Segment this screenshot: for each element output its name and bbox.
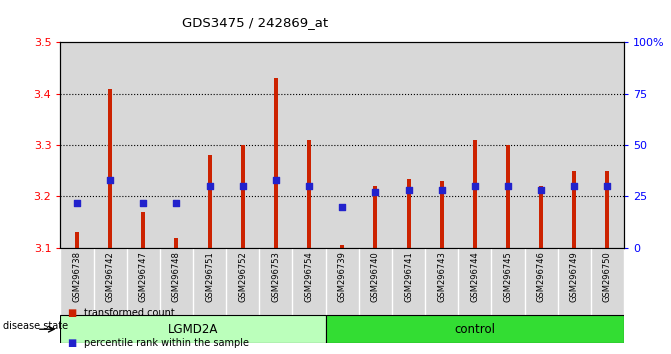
Bar	[293, 42, 325, 248]
Text: GSM296738: GSM296738	[72, 251, 81, 302]
Bar	[60, 315, 325, 343]
Text: transformed count: transformed count	[84, 308, 174, 318]
Bar	[174, 238, 178, 248]
Bar	[572, 171, 576, 248]
Bar	[142, 212, 145, 248]
Bar	[93, 42, 127, 248]
Bar	[605, 171, 609, 248]
Bar	[392, 42, 425, 248]
Text: GSM296743: GSM296743	[437, 251, 446, 302]
Text: GSM296741: GSM296741	[404, 251, 413, 302]
Point	[270, 177, 281, 183]
Text: GSM296744: GSM296744	[470, 251, 479, 302]
Text: percentile rank within the sample: percentile rank within the sample	[84, 338, 249, 348]
Text: ■: ■	[67, 338, 76, 348]
Bar	[307, 140, 311, 248]
Bar	[325, 42, 359, 248]
Bar	[407, 178, 411, 248]
Point	[569, 183, 580, 189]
Bar	[60, 42, 93, 248]
Point	[436, 188, 447, 193]
Text: GSM296745: GSM296745	[503, 251, 513, 302]
Bar	[193, 42, 226, 248]
Bar	[226, 42, 259, 248]
Text: LGMD2A: LGMD2A	[168, 323, 218, 336]
Point	[204, 183, 215, 189]
Bar	[440, 181, 444, 248]
Text: GSM296746: GSM296746	[537, 251, 546, 302]
Bar	[473, 140, 477, 248]
Text: control: control	[454, 323, 495, 336]
Bar	[591, 42, 624, 248]
Bar	[340, 245, 344, 248]
Bar	[325, 315, 624, 343]
Point	[337, 204, 348, 210]
Point	[470, 183, 480, 189]
Bar	[373, 186, 377, 248]
Text: GSM296739: GSM296739	[338, 251, 347, 302]
Bar	[241, 145, 245, 248]
Text: GSM296750: GSM296750	[603, 251, 612, 302]
Text: GSM296751: GSM296751	[205, 251, 214, 302]
Point	[138, 200, 149, 205]
Bar	[491, 42, 525, 248]
Point	[105, 177, 115, 183]
Point	[602, 183, 613, 189]
Bar	[274, 78, 278, 248]
Point	[370, 189, 380, 195]
Bar	[127, 42, 160, 248]
Point	[503, 183, 513, 189]
Text: GSM296753: GSM296753	[271, 251, 280, 302]
Text: GDS3475 / 242869_at: GDS3475 / 242869_at	[182, 16, 328, 29]
Text: GSM296754: GSM296754	[305, 251, 313, 302]
Bar	[75, 233, 79, 248]
Point	[72, 200, 83, 205]
Text: GSM296740: GSM296740	[371, 251, 380, 302]
Bar	[458, 42, 491, 248]
Text: GSM296742: GSM296742	[105, 251, 115, 302]
Text: GSM296747: GSM296747	[139, 251, 148, 302]
Bar	[359, 42, 392, 248]
Text: disease state: disease state	[3, 321, 68, 331]
Bar	[207, 155, 211, 248]
Bar	[425, 42, 458, 248]
Point	[403, 188, 414, 193]
Bar	[506, 145, 510, 248]
Point	[535, 188, 546, 193]
Bar	[160, 42, 193, 248]
Bar	[259, 42, 293, 248]
Bar	[539, 186, 543, 248]
Bar	[525, 42, 558, 248]
Text: GSM296748: GSM296748	[172, 251, 181, 302]
Text: GSM296752: GSM296752	[238, 251, 247, 302]
Bar	[108, 88, 112, 248]
Bar	[558, 42, 591, 248]
Text: ■: ■	[67, 308, 76, 318]
Text: GSM296749: GSM296749	[570, 251, 579, 302]
Point	[171, 200, 182, 205]
Point	[238, 183, 248, 189]
Point	[304, 183, 315, 189]
